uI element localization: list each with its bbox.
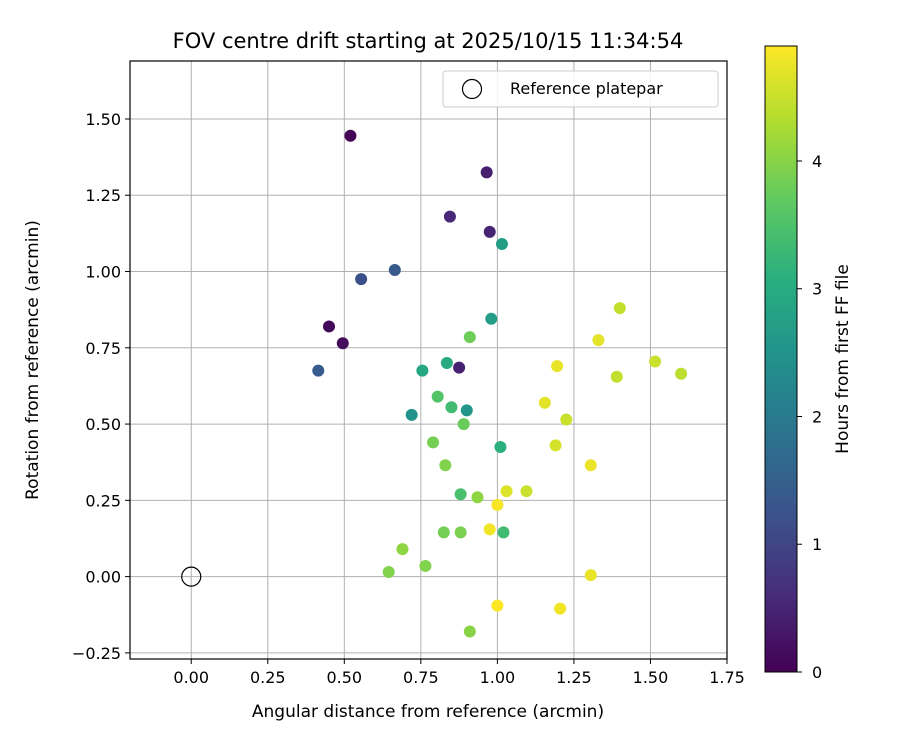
data-point: [675, 367, 688, 380]
data-point: [312, 364, 325, 377]
y-tick-label: −0.25: [72, 644, 121, 663]
data-point: [560, 413, 573, 426]
data-point: [495, 238, 508, 251]
data-point: [336, 337, 349, 350]
data-point: [454, 526, 467, 539]
x-tick-label: 0.75: [403, 668, 439, 687]
y-tick-label: 0.75: [85, 339, 121, 358]
data-point: [500, 485, 513, 498]
y-tick-label: 1.50: [85, 110, 121, 129]
legend-reference-marker-icon: [461, 78, 483, 100]
data-point: [419, 559, 432, 572]
colorbar-tick-label: 0: [812, 663, 822, 682]
x-tick-label: 0.00: [173, 668, 209, 687]
data-point: [549, 439, 562, 452]
data-point: [382, 566, 395, 579]
colorbar-ticks: 0 1 2 3 4: [797, 152, 822, 682]
data-point: [396, 543, 409, 556]
data-point: [443, 210, 456, 223]
x-tick-label: 0.50: [326, 668, 362, 687]
data-point: [610, 370, 623, 383]
data-point: [485, 312, 498, 325]
legend-label: Reference platepar: [510, 79, 663, 98]
plot-frame: [129, 60, 728, 660]
x-tick-label: 1.00: [480, 668, 516, 687]
data-point: [323, 320, 335, 333]
grid-lines: [130, 61, 728, 659]
data-point: [416, 364, 429, 377]
data-point: [463, 625, 476, 638]
data-point: [613, 302, 626, 315]
legend-box: [442, 70, 719, 108]
data-point: [463, 331, 476, 344]
data-point: [453, 361, 466, 374]
data-point: [483, 523, 496, 536]
colorbar-tick-label: 1: [812, 535, 822, 554]
x-tick-label: 1.25: [556, 668, 592, 687]
data-point: [437, 526, 450, 539]
data-point: [344, 129, 357, 142]
y-tick-label: 1.25: [85, 186, 121, 205]
y-axis-label: Rotation from reference (arcmin): [23, 220, 43, 500]
data-points: [312, 129, 688, 638]
y-tick-label: 0.00: [85, 568, 121, 587]
data-point: [494, 440, 507, 453]
data-point: [405, 408, 418, 421]
legend: Reference platepar: [442, 70, 719, 108]
y-axis-ticks: −0.25 0.00 0.25 0.50 0.75 1.00 1.25 1.50: [72, 110, 130, 663]
data-point: [480, 166, 493, 179]
reference-marker-group: [181, 566, 202, 587]
data-point: [388, 263, 401, 276]
data-point: [440, 357, 453, 370]
y-tick-label: 0.50: [85, 415, 121, 434]
y-tick-label: 1.00: [85, 263, 121, 282]
data-point: [355, 273, 368, 286]
y-tick-label: 0.25: [85, 491, 121, 510]
colorbar-label: Hours from first FF file: [833, 264, 853, 454]
x-tick-label: 1.75: [709, 668, 745, 687]
x-tick-label: 0.25: [250, 668, 286, 687]
data-point: [584, 459, 597, 472]
data-point: [483, 225, 496, 238]
colorbar-tick-label: 3: [812, 280, 822, 299]
data-point: [427, 436, 440, 449]
data-point: [471, 491, 484, 504]
x-axis-ticks: 0.00 0.25 0.50 0.75 1.00 1.25 1.50 1.75: [173, 659, 745, 687]
colorbar-tick-label: 2: [812, 407, 822, 426]
chart-title: FOV centre drift starting at 2025/10/15 …: [173, 29, 684, 53]
x-tick-label: 1.50: [633, 668, 669, 687]
reference-point-marker: [181, 566, 202, 587]
data-point: [520, 485, 533, 498]
data-point: [445, 401, 458, 414]
data-point: [554, 602, 567, 615]
data-point: [460, 404, 473, 417]
data-point: [439, 459, 452, 472]
data-point: [551, 360, 564, 373]
data-point: [497, 526, 510, 539]
data-point: [454, 488, 467, 501]
data-point: [538, 396, 551, 409]
x-axis-label: Angular distance from reference (arcmin): [252, 702, 604, 722]
colorbar-gradient: [764, 45, 798, 673]
colorbar-tick-label: 4: [812, 152, 822, 171]
data-point: [491, 599, 504, 612]
data-point: [491, 498, 504, 511]
data-point: [457, 418, 470, 431]
data-point: [592, 334, 605, 347]
colorbar: 0 1 2 3 4 Hours from first FF file: [764, 45, 853, 682]
data-point: [584, 569, 597, 582]
data-point: [649, 355, 662, 368]
data-point: [431, 390, 444, 403]
